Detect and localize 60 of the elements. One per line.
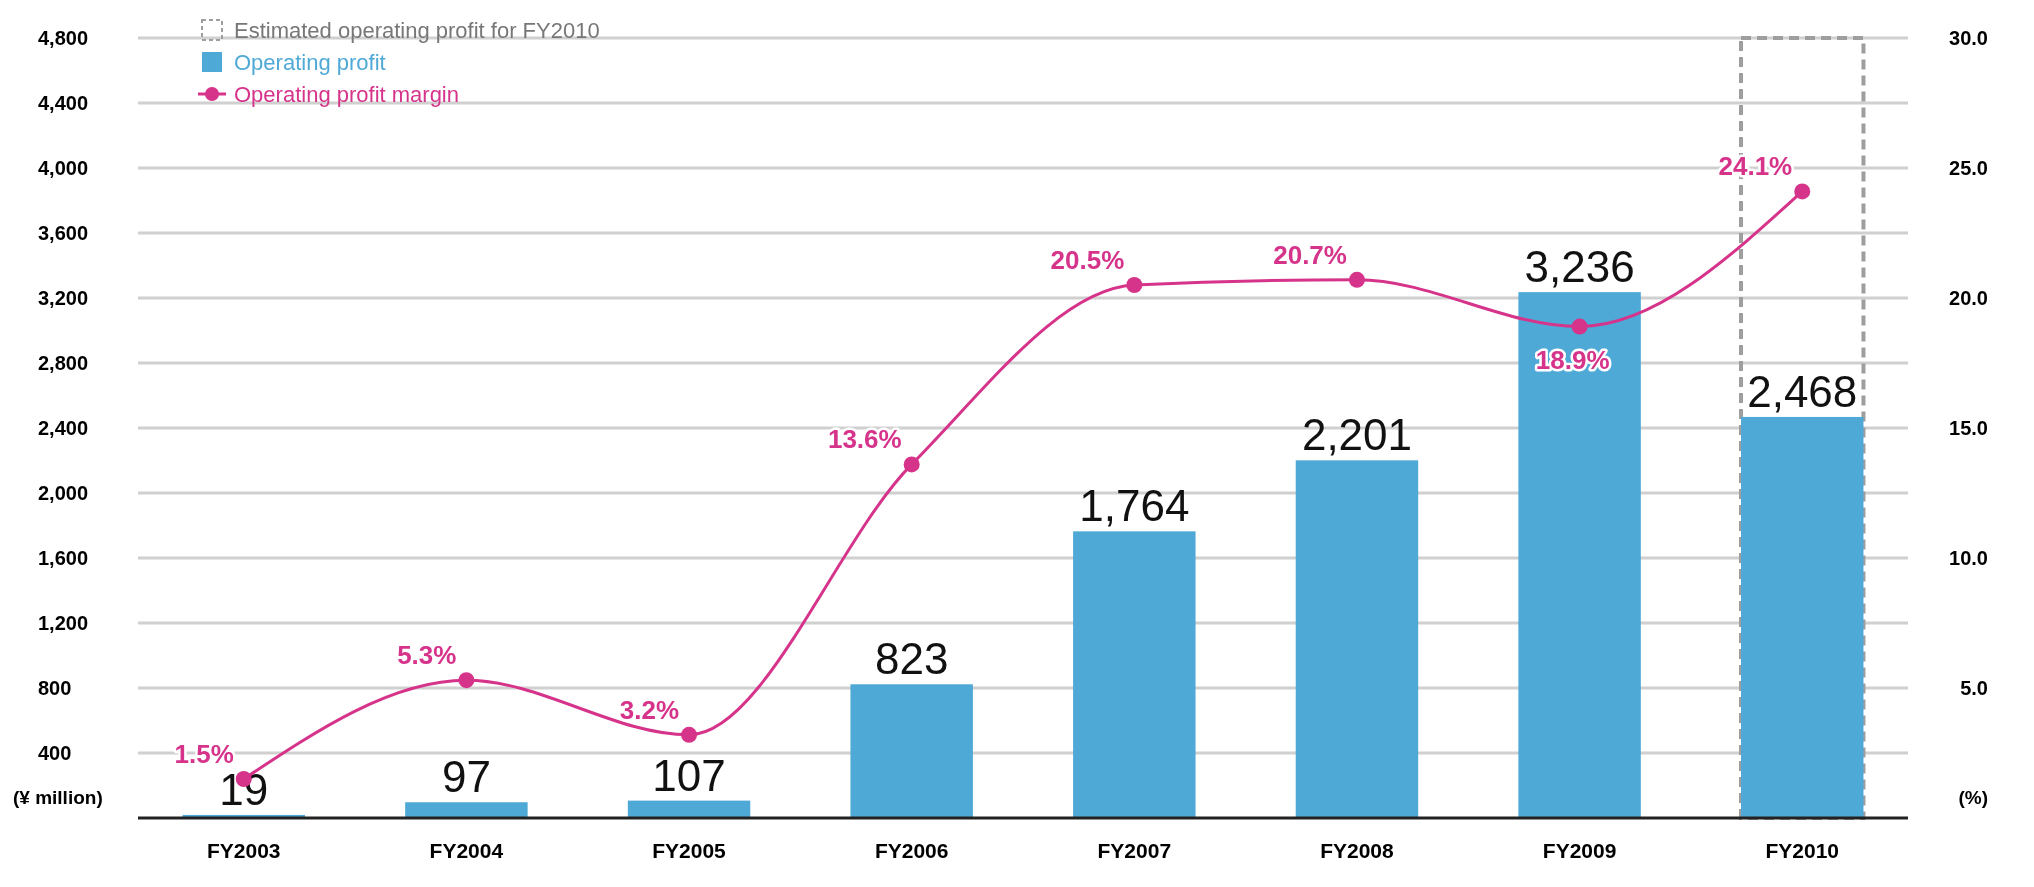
y-tick-label: 3,600 (38, 222, 89, 244)
data-label: 18.9% (1535, 344, 1610, 375)
y2-tick-label: 30.0 (1949, 27, 1988, 49)
point (681, 726, 698, 743)
bar (405, 802, 528, 818)
data-label: 24.1% (1718, 151, 1793, 182)
bar (1518, 292, 1641, 818)
point (1794, 183, 1811, 200)
y2-tick-label: 20.0 (1949, 287, 1988, 309)
data-label: 13.6% (827, 424, 902, 455)
y-tick-label: 800 (38, 677, 72, 699)
y-tick-label: 2,800 (38, 352, 89, 374)
x-tick-label: FY2007 (1097, 839, 1172, 862)
bar (1073, 531, 1196, 818)
x-tick-label: FY2009 (1542, 839, 1617, 862)
y-axis-title: (¥ million) (13, 787, 103, 808)
point (903, 456, 920, 473)
data-label: 5.3% (397, 640, 457, 671)
data-label: 1.5% (174, 739, 234, 769)
y-tick-label: 4,000 (38, 157, 89, 179)
y2-tick-label: 10.0 (1949, 547, 1988, 569)
y-tick-label: 1,600 (38, 547, 89, 569)
x-tick-label: FY2008 (1320, 839, 1395, 862)
data-label: 20.5% (1050, 245, 1125, 275)
data-label: 107 (652, 750, 726, 800)
legend-label: Operating profit (234, 50, 386, 75)
point (1126, 277, 1143, 293)
bar (1295, 460, 1419, 818)
data-label: 823 (874, 634, 949, 684)
bar (1741, 416, 1864, 818)
y-tick-label: 4,800 (38, 27, 89, 49)
data-label: 20.7% (1273, 239, 1347, 270)
x-tick-label: FY2010 (1765, 839, 1840, 862)
y-tick-label: 2,400 (38, 417, 89, 439)
y2-tick-label: 15.0 (1949, 417, 1988, 439)
point (458, 672, 475, 689)
data-label: 1,764 (1079, 481, 1190, 531)
data-label: 2,201 (1301, 410, 1413, 460)
bar (627, 800, 751, 818)
x-tick-label: FY2004 (429, 839, 504, 862)
x-tick-label: FY2005 (652, 839, 727, 862)
data-label: 2,468 (1747, 366, 1858, 416)
data-label: 97 (441, 752, 491, 802)
y-tick-label: 400 (38, 742, 72, 764)
y-tick-label: 3,200 (38, 287, 89, 309)
bar (850, 684, 973, 818)
point (1571, 318, 1588, 335)
data-label: 3.2% (619, 694, 680, 725)
data-label: 3,236 (1524, 242, 1635, 292)
y-tick-label: 4,400 (38, 92, 89, 114)
y-tick-label: 1,200 (38, 612, 89, 634)
y2-tick-label: 5.0 (1960, 677, 1988, 699)
y-tick-label: 2,000 (38, 482, 89, 504)
x-tick-label: FY2006 (874, 839, 949, 862)
x-tick-label: FY2003 (206, 839, 281, 862)
legend-label: Estimated operating profit for FY2010 (234, 18, 600, 43)
y2-axis-title: (%) (1958, 787, 1988, 808)
y2-tick-label: 25.0 (1949, 157, 1988, 179)
legend-label: Operating profit margin (234, 82, 459, 107)
point (1348, 271, 1365, 288)
